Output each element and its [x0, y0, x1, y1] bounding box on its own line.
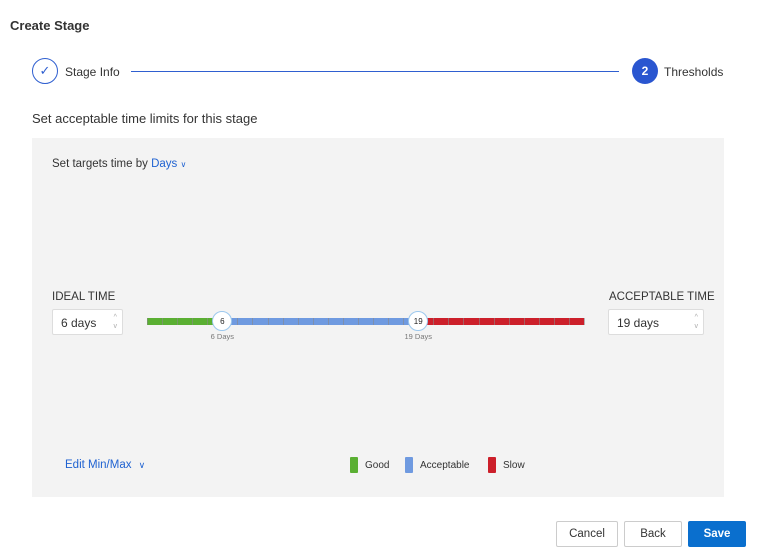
slider-tick — [192, 318, 194, 325]
legend-label: Acceptable — [420, 459, 470, 471]
slider-tick — [252, 318, 254, 325]
ideal-time-label: IDEAL TIME — [52, 291, 116, 303]
target-prefix: Set targets time by — [52, 158, 148, 170]
slider-tick — [403, 318, 405, 325]
slider-tick — [237, 318, 239, 325]
legend-good: Good — [350, 457, 389, 473]
slider-tick — [357, 318, 359, 325]
slider-tick — [342, 318, 344, 325]
step-thresholds-label: Thresholds — [664, 65, 724, 79]
chevron-down-icon: ∨ — [138, 460, 146, 470]
slider-tick — [207, 318, 209, 325]
slider-tick — [448, 318, 450, 325]
acceptable-swatch — [405, 457, 413, 473]
good-segment — [147, 318, 223, 325]
edit-min-max-button[interactable]: Edit Min/Max ∨ — [65, 459, 145, 471]
slider-tick — [177, 318, 179, 325]
acceptable-time-label: ACCEPTABLE TIME — [609, 291, 715, 303]
acceptable-time-value: 19 days — [617, 316, 660, 330]
legend-label: Slow — [503, 459, 525, 471]
slider-tick — [162, 318, 164, 325]
ideal-handle[interactable]: 6 — [212, 311, 233, 331]
step-stage-info-label[interactable]: Stage Info — [65, 65, 120, 79]
slider-tick — [463, 318, 465, 325]
slider-tick — [312, 318, 314, 325]
slider-tick — [553, 318, 555, 325]
slider-tick — [373, 318, 375, 325]
acceptable-time-input[interactable]: 19 days ^ v — [608, 309, 704, 335]
slider-tick — [493, 318, 495, 325]
slider-tick — [282, 318, 284, 325]
unit-value: Days — [151, 158, 178, 170]
slider-tick — [147, 318, 148, 325]
slider-tick — [267, 318, 269, 325]
slider-tick — [568, 318, 570, 325]
good-swatch — [350, 457, 358, 473]
cancel-button[interactable]: Cancel — [556, 521, 618, 547]
slider-tick — [388, 318, 390, 325]
stepper-arrows-icon[interactable]: ^ v — [113, 314, 118, 330]
slider-tick — [433, 318, 435, 325]
step-thresholds-number: 2 — [632, 58, 658, 84]
section-subtitle: Set acceptable time limits for this stag… — [32, 111, 258, 126]
chevron-down-icon: ∨ — [180, 160, 187, 169]
step-stage-info-check-icon[interactable]: ✓ — [32, 58, 58, 84]
stepper-arrows-icon[interactable]: ^ v — [694, 314, 699, 330]
edit-min-max-label: Edit Min/Max — [65, 459, 132, 471]
slider-tick — [508, 318, 510, 325]
ideal-time-value: 6 days — [61, 316, 97, 330]
slider-tick — [584, 318, 585, 325]
slow-segment — [418, 318, 584, 325]
slow-swatch — [488, 457, 496, 473]
unit-dropdown[interactable]: Days ∨ — [151, 158, 186, 170]
stepper-connector — [131, 71, 619, 72]
legend-label: Good — [365, 459, 390, 471]
back-button[interactable]: Back — [624, 521, 682, 547]
target-unit-selector: Set targets time by Days ∨ — [52, 158, 186, 170]
acceptable-segment — [222, 318, 419, 325]
ideal-time-input[interactable]: 6 days ^ v — [52, 309, 123, 335]
acceptable-caption: 19 Days — [404, 332, 432, 341]
ideal-caption: 6 Days — [210, 332, 235, 341]
save-button[interactable]: Save — [688, 521, 746, 547]
slider-tick — [478, 318, 480, 325]
page-title: Create Stage — [10, 18, 90, 33]
slider-tick — [523, 318, 525, 325]
acceptable-handle[interactable]: 19 — [408, 311, 429, 331]
legend-acceptable: Acceptable — [405, 457, 469, 473]
threshold-slider[interactable]: 6 19 6 Days 19 Days — [147, 311, 585, 341]
slider-tick — [297, 318, 299, 325]
legend-slow: Slow — [488, 457, 525, 473]
slider-tick — [327, 318, 329, 325]
slider-tick — [538, 318, 540, 325]
